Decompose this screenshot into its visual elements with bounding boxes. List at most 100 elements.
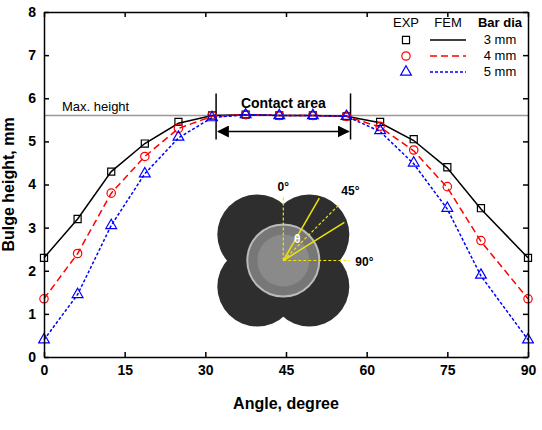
tick: 5: [28, 133, 49, 149]
exp-marker: [444, 164, 451, 171]
fem-line: [44, 115, 528, 340]
exp-marker: [139, 168, 150, 177]
axis: 012345678: [28, 4, 49, 365]
legend-line: [430, 39, 466, 41]
tick-label: 0: [41, 362, 49, 378]
tick-mark: [286, 352, 288, 357]
exp-marker: [375, 124, 386, 133]
tick-label: 3: [28, 220, 36, 236]
tick-mark: [44, 98, 49, 100]
legend-label: 5 mm: [484, 64, 517, 79]
tick: 60: [359, 352, 375, 378]
legend-header: FEM: [434, 15, 461, 30]
contact-area-arrow: [218, 131, 348, 133]
legend-header: Bar dia: [478, 15, 523, 30]
tick: 75: [440, 352, 456, 378]
tick-mark: [523, 98, 528, 100]
legend-label: 4 mm: [484, 48, 517, 63]
tick-mark: [366, 12, 368, 17]
tick-mark: [447, 352, 449, 357]
exp-marker: [107, 189, 115, 197]
plot-area: [39, 108, 534, 342]
tick-mark: [44, 12, 49, 14]
inset-label: θ: [294, 232, 301, 246]
exp-marker: [308, 109, 319, 118]
legend-marker: [402, 36, 409, 43]
inset-label: 90°: [355, 255, 373, 269]
exp-marker: [443, 182, 451, 190]
exp-marker: [410, 136, 417, 143]
tick: 1: [28, 306, 49, 322]
axis: [523, 13, 529, 358]
inset-theta-line: [283, 198, 319, 260]
exp-marker: [106, 219, 117, 228]
tick: 0: [28, 349, 49, 365]
tick-mark: [523, 357, 528, 359]
inset-axis-0: [283, 197, 284, 261]
exp-marker: [207, 111, 218, 120]
tick-label: 15: [117, 362, 133, 378]
tick-mark: [205, 12, 207, 17]
tick-mark: [124, 12, 126, 17]
exp-marker: [173, 131, 184, 140]
tick-label: 5: [28, 133, 36, 149]
tick-label: 2: [28, 263, 36, 279]
legend-label: 3 mm: [484, 32, 517, 47]
tick: [367, 12, 368, 17]
tick-mark: [44, 357, 49, 359]
fem-line: [44, 115, 528, 299]
tick: [523, 357, 528, 358]
tick: 7: [28, 47, 49, 63]
tick-label: 30: [198, 362, 214, 378]
tick-mark: [124, 352, 126, 357]
tick-mark: [523, 55, 528, 57]
axis: 0153045607590: [41, 352, 537, 378]
tick: 45: [279, 352, 295, 378]
tick: [286, 12, 287, 17]
max-height-label: Max. height: [62, 99, 130, 114]
tick-label: 6: [28, 90, 36, 106]
legend-marker: [402, 52, 410, 60]
tick-mark: [205, 352, 207, 357]
inset: [217, 195, 349, 327]
tick: 8: [28, 4, 49, 20]
inset-label: 45°: [341, 184, 359, 198]
tick-mark: [44, 271, 49, 273]
exp-marker: [74, 215, 81, 222]
tick-label: 60: [359, 362, 375, 378]
exp-marker: [341, 110, 352, 119]
tick: 30: [198, 352, 214, 378]
tick-label: 1: [28, 306, 36, 322]
tick-label: 0: [28, 349, 36, 365]
x-axis-title: Angle, degree: [233, 395, 339, 412]
tick: [523, 185, 528, 186]
tick: [523, 314, 528, 315]
tick-mark: [523, 12, 528, 14]
tick-mark: [44, 227, 49, 229]
legend-marker: [401, 66, 412, 75]
tick: [125, 12, 126, 17]
tick: 6: [28, 90, 49, 106]
tick: [205, 12, 206, 17]
inset-axis-90: [283, 260, 349, 261]
legend-line: [430, 71, 466, 73]
exp-marker: [73, 249, 81, 257]
tick-mark: [523, 227, 528, 229]
tick-mark: [523, 271, 528, 273]
tick-mark: [44, 184, 49, 186]
tick: [523, 271, 528, 272]
tick: [523, 12, 528, 13]
chart: 0°45°90°θContact areaMax. height01530456…: [0, 0, 542, 430]
exp-marker: [477, 236, 485, 244]
exp-marker: [72, 288, 83, 297]
tick: 2: [28, 263, 49, 279]
exp-marker: [141, 152, 149, 160]
tick: [523, 141, 528, 142]
tick-mark: [366, 352, 368, 357]
tick-mark: [523, 141, 528, 143]
exp-marker: [442, 202, 453, 211]
tick-label: 7: [28, 47, 36, 63]
inset-label: 0°: [278, 180, 290, 194]
y-axis-title: Bulge height, mm: [0, 117, 17, 251]
legend: EXPFEMBar dia3 mm4 mm5 mm: [393, 15, 523, 79]
